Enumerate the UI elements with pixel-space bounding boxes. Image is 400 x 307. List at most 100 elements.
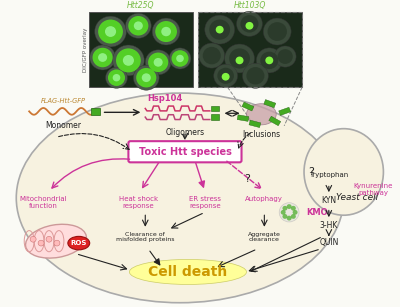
Circle shape bbox=[145, 50, 171, 75]
Circle shape bbox=[161, 27, 171, 36]
Text: Yeast cell: Yeast cell bbox=[336, 193, 378, 202]
Circle shape bbox=[246, 67, 264, 84]
Circle shape bbox=[92, 48, 113, 67]
Circle shape bbox=[293, 210, 298, 215]
Circle shape bbox=[256, 48, 282, 73]
Circle shape bbox=[30, 236, 36, 242]
Text: DIC/GFP overlay: DIC/GFP overlay bbox=[83, 28, 88, 72]
Circle shape bbox=[106, 67, 128, 88]
Circle shape bbox=[225, 44, 254, 73]
Circle shape bbox=[169, 48, 191, 69]
Text: Tryptophan: Tryptophan bbox=[309, 172, 348, 178]
Bar bbox=[242, 102, 254, 111]
Circle shape bbox=[126, 13, 151, 38]
Circle shape bbox=[123, 55, 134, 66]
Circle shape bbox=[282, 206, 288, 211]
Circle shape bbox=[116, 49, 141, 72]
Circle shape bbox=[265, 56, 273, 64]
Circle shape bbox=[128, 16, 148, 36]
Circle shape bbox=[214, 64, 238, 87]
Circle shape bbox=[205, 15, 234, 44]
Circle shape bbox=[279, 203, 299, 222]
Ellipse shape bbox=[246, 104, 276, 125]
FancyBboxPatch shape bbox=[128, 141, 242, 162]
Text: Hsp104: Hsp104 bbox=[148, 94, 183, 103]
Bar bbox=[198, 12, 302, 87]
Bar bbox=[211, 114, 219, 120]
Circle shape bbox=[242, 63, 268, 88]
Circle shape bbox=[176, 55, 184, 62]
Ellipse shape bbox=[304, 129, 384, 215]
Bar bbox=[249, 120, 261, 127]
Text: 3-HK: 3-HK bbox=[320, 221, 338, 230]
Circle shape bbox=[291, 206, 296, 211]
Text: Htt25Q: Htt25Q bbox=[127, 2, 154, 10]
Circle shape bbox=[105, 26, 116, 37]
Bar bbox=[264, 99, 276, 108]
Circle shape bbox=[246, 22, 254, 29]
Circle shape bbox=[108, 69, 125, 86]
Text: QUIN: QUIN bbox=[319, 238, 338, 247]
Circle shape bbox=[154, 58, 163, 67]
Text: FLAG-Htt-GFP: FLAG-Htt-GFP bbox=[40, 98, 86, 104]
Ellipse shape bbox=[129, 259, 246, 285]
Circle shape bbox=[46, 236, 52, 242]
Circle shape bbox=[54, 240, 60, 246]
Text: Clearance of
misfolded proteins: Clearance of misfolded proteins bbox=[116, 231, 174, 242]
Ellipse shape bbox=[26, 224, 86, 258]
Text: KYN: KYN bbox=[321, 196, 336, 205]
Circle shape bbox=[203, 47, 221, 64]
Text: ?: ? bbox=[244, 174, 250, 184]
Circle shape bbox=[98, 20, 123, 44]
Text: KMO: KMO bbox=[306, 208, 328, 216]
Circle shape bbox=[199, 43, 225, 68]
Circle shape bbox=[155, 21, 177, 42]
Text: Heat shock
response: Heat shock response bbox=[119, 196, 158, 209]
Circle shape bbox=[281, 210, 286, 215]
Text: Mitochondrial
function: Mitochondrial function bbox=[19, 196, 67, 209]
Text: Toxic Htt species: Toxic Htt species bbox=[138, 147, 231, 157]
Text: Aggregate
clearance: Aggregate clearance bbox=[248, 231, 281, 242]
Circle shape bbox=[113, 74, 120, 81]
Bar bbox=[89, 12, 193, 87]
Text: Monomer: Monomer bbox=[45, 121, 81, 130]
Circle shape bbox=[142, 73, 151, 82]
Bar bbox=[211, 106, 219, 111]
Circle shape bbox=[90, 45, 116, 70]
Circle shape bbox=[282, 214, 288, 219]
Circle shape bbox=[287, 204, 292, 209]
Circle shape bbox=[148, 52, 168, 72]
Text: Cell death: Cell death bbox=[148, 265, 228, 279]
Circle shape bbox=[136, 68, 156, 87]
Circle shape bbox=[236, 11, 262, 36]
Bar bbox=[237, 115, 249, 121]
Circle shape bbox=[263, 18, 291, 45]
Circle shape bbox=[38, 240, 44, 246]
Circle shape bbox=[236, 56, 244, 64]
Ellipse shape bbox=[68, 236, 90, 250]
Circle shape bbox=[134, 21, 143, 30]
Bar bbox=[269, 116, 281, 126]
Text: Inclusions: Inclusions bbox=[242, 130, 280, 139]
Text: Htt103Q: Htt103Q bbox=[234, 2, 266, 10]
Circle shape bbox=[240, 15, 258, 33]
Text: Oligomers: Oligomers bbox=[165, 128, 204, 137]
Bar bbox=[91, 107, 100, 115]
Circle shape bbox=[112, 45, 144, 76]
Circle shape bbox=[133, 65, 159, 90]
Circle shape bbox=[222, 73, 230, 81]
Text: ER stress
response: ER stress response bbox=[189, 196, 221, 209]
Circle shape bbox=[278, 49, 293, 64]
Circle shape bbox=[98, 53, 107, 62]
Circle shape bbox=[95, 16, 126, 47]
Circle shape bbox=[291, 214, 296, 219]
Text: ROS: ROS bbox=[70, 240, 87, 246]
Circle shape bbox=[152, 18, 180, 45]
Circle shape bbox=[274, 46, 296, 67]
Text: ?: ? bbox=[308, 167, 314, 177]
Circle shape bbox=[209, 20, 230, 40]
Circle shape bbox=[217, 68, 234, 84]
Circle shape bbox=[216, 26, 224, 33]
Bar bbox=[198, 12, 302, 87]
Text: Kynurenine
pathway: Kynurenine pathway bbox=[354, 184, 393, 196]
